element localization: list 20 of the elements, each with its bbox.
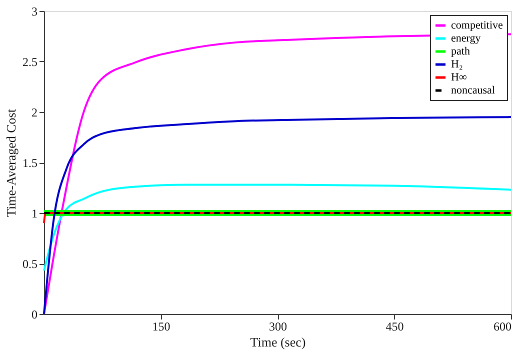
legend-label: H∞	[451, 72, 467, 84]
legend-label: energy	[451, 32, 482, 44]
legend-label: noncausal	[451, 84, 495, 96]
y-tick-label: 2.5	[22, 55, 38, 69]
y-tick-label: 3	[32, 4, 38, 18]
legend-label: path	[451, 46, 470, 58]
y-axis-title: Time-Averaged Cost	[4, 108, 18, 217]
y-tick-label: 0	[32, 308, 38, 322]
y-tick-label: 2	[32, 106, 38, 120]
legend-label: competitive	[451, 20, 504, 32]
y-tick-label: 1	[32, 206, 38, 220]
y-tick-label: 0.5	[22, 257, 38, 271]
x-tick-label: 150	[152, 320, 170, 334]
x-axis-title: Time (sec)	[250, 334, 306, 350]
x-tick-label: 450	[386, 320, 404, 334]
line-series	[43, 184, 512, 272]
x-tick-label: 300	[269, 320, 287, 334]
x-tick-label: 600	[494, 320, 512, 334]
y-tick-label: 1.5	[22, 156, 38, 170]
legend-label: H₂	[451, 58, 463, 70]
